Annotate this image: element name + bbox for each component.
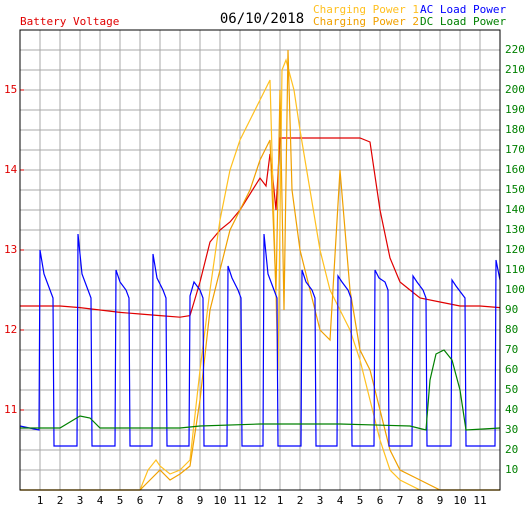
x-tick-label: 3: [317, 494, 324, 507]
x-tick-label: 9: [197, 494, 204, 507]
y2-tick-label: 30: [505, 423, 518, 436]
x-tick-label: 1: [37, 494, 44, 507]
y2-tick-label: 40: [505, 403, 518, 416]
y2-tick-label: 200: [505, 83, 525, 96]
x-tick-label: 1: [277, 494, 284, 507]
x-tick-label: 6: [377, 494, 384, 507]
y2-tick-label: 160: [505, 163, 525, 176]
x-tick-label: 2: [297, 494, 304, 507]
y2-tick-label: 70: [505, 343, 518, 356]
y-tick-label: 12: [4, 323, 17, 336]
plot-area: [19, 30, 501, 491]
y2-tick-label: 130: [505, 223, 525, 236]
x-tick-label: 5: [117, 494, 124, 507]
plot-border: [19, 29, 501, 491]
series-line: [20, 349, 501, 431]
x-tick-label: 5: [357, 494, 364, 507]
y2-tick-label: 110: [505, 263, 525, 276]
y2-tick-label: 120: [505, 243, 525, 256]
x-tick-label: 8: [417, 494, 424, 507]
battery-legend: Battery Voltage: [20, 15, 119, 28]
y2-tick-label: 210: [505, 63, 525, 76]
y2-tick-label: 170: [505, 143, 525, 156]
y2-tick-label: 150: [505, 183, 525, 196]
y2-tick-label: 20: [505, 443, 518, 456]
x-tick-label: 11: [473, 494, 486, 507]
y2-tick-label: 10: [505, 463, 518, 476]
x-tick-label: 10: [453, 494, 466, 507]
x-tick-label: 4: [337, 494, 344, 507]
y2-tick-label: 140: [505, 203, 525, 216]
x-tick-label: 11: [233, 494, 246, 507]
x-tick-label: 12: [253, 494, 266, 507]
y2-tick-label: 100: [505, 283, 525, 296]
x-tick-label: 6: [137, 494, 144, 507]
y-tick-label: 15: [4, 83, 17, 96]
date: 06/10/2018: [220, 11, 304, 27]
y2-tick-label: 90: [505, 303, 518, 316]
y2-tick-label: 220: [505, 43, 525, 56]
y-tick-label: 14: [4, 163, 18, 176]
legend-entry: Charging Power 1: [313, 3, 419, 16]
x-tick-label: 8: [177, 494, 184, 507]
y-tick-label: 11: [4, 403, 17, 416]
y-tick-label: 13: [4, 243, 17, 256]
legend-entry: Charging Power 2: [313, 15, 419, 28]
x-tick-label: 2: [57, 494, 64, 507]
y2-tick-label: 190: [505, 103, 525, 116]
legend-entry: DC Load Power: [420, 15, 506, 28]
y2-tick-label: 50: [505, 383, 518, 396]
y2-tick-label: 180: [505, 123, 525, 136]
legend-entry: AC Load Power: [420, 3, 506, 16]
x-tick-label: 10: [213, 494, 226, 507]
x-tick-label: 7: [397, 494, 404, 507]
x-tick-label: 4: [97, 494, 104, 507]
series-line: [19, 233, 501, 447]
series-line: [20, 49, 500, 491]
x-tick-label: 3: [77, 494, 84, 507]
x-tick-label: 9: [437, 494, 444, 507]
y2-tick-label: 60: [505, 363, 518, 376]
y2-tick-label: 80: [505, 323, 518, 336]
x-tick-label: 7: [157, 494, 164, 507]
